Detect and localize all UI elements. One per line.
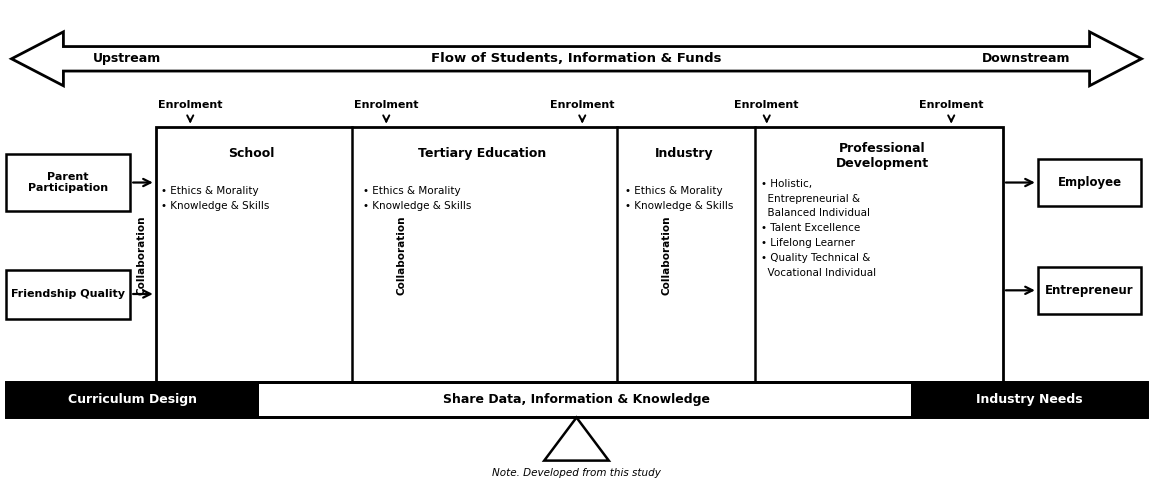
Text: Enrolment: Enrolment [919, 100, 984, 110]
Bar [156, 127, 1003, 382]
Text: Share Data, Information & Knowledge: Share Data, Information & Knowledge [443, 393, 710, 406]
Text: Tertiary Education: Tertiary Education [417, 147, 547, 160]
Bar [1038, 159, 1141, 206]
Text: Parent
Participation: Parent Participation [28, 172, 108, 194]
Text: • Ethics & Morality
• Knowledge & Skills: • Ethics & Morality • Knowledge & Skills [363, 186, 472, 211]
Text: Entrepreneur: Entrepreneur [1046, 284, 1133, 297]
Text: Curriculum Design: Curriculum Design [68, 393, 197, 406]
Text: Employee: Employee [1057, 176, 1122, 189]
Text: Upstream: Upstream [92, 52, 161, 65]
Text: • Ethics & Morality
• Knowledge & Skills: • Ethics & Morality • Knowledge & Skills [161, 186, 270, 211]
Bar [6, 270, 130, 318]
Text: Collaboration: Collaboration [137, 215, 146, 294]
Polygon shape [544, 417, 609, 461]
Text: Collaboration: Collaboration [662, 215, 671, 294]
Text: Professional
Development: Professional Development [836, 142, 928, 170]
Text: Downstream: Downstream [982, 52, 1070, 65]
Text: Flow of Students, Information & Funds: Flow of Students, Information & Funds [431, 52, 722, 65]
Bar [6, 382, 1147, 417]
Bar [1038, 267, 1141, 314]
Text: Industry Needs: Industry Needs [975, 393, 1083, 406]
Text: Friendship Quality: Friendship Quality [12, 289, 125, 299]
Text: Enrolment: Enrolment [734, 100, 799, 110]
Polygon shape [12, 32, 1141, 86]
Text: Industry: Industry [655, 147, 713, 160]
Text: School: School [228, 147, 274, 160]
Text: Enrolment: Enrolment [550, 100, 615, 110]
Bar [911, 382, 1147, 417]
Bar [6, 154, 130, 211]
Text: • Ethics & Morality
• Knowledge & Skills: • Ethics & Morality • Knowledge & Skills [625, 186, 733, 211]
Bar [6, 382, 259, 417]
Text: Enrolment: Enrolment [158, 100, 223, 110]
Text: Enrolment: Enrolment [354, 100, 419, 110]
Text: Collaboration: Collaboration [397, 215, 406, 294]
Text: • Holistic,
  Entrepreneurial &
  Balanced Individual
• Talent Excellence
• Life: • Holistic, Entrepreneurial & Balanced I… [761, 179, 876, 278]
Bar [6, 382, 1147, 417]
Text: Note. Developed from this study: Note. Developed from this study [492, 468, 661, 478]
